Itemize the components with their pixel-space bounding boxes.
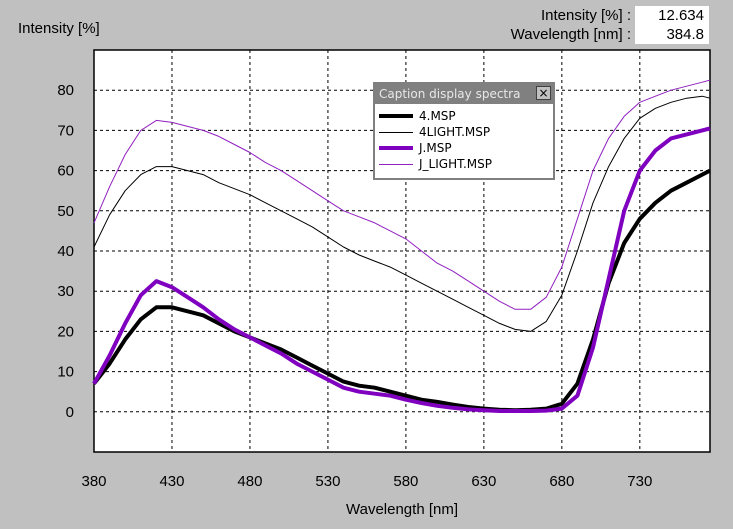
y-tick-label: 0 <box>66 404 74 421</box>
intensity-readout-label: Intensity [%] : <box>540 7 631 24</box>
legend-item: 4.MSP <box>379 108 553 124</box>
series-line-j-msp <box>92 126 711 413</box>
caption-window-title: Caption display spectra <box>379 87 521 101</box>
legend-swatch <box>379 146 413 150</box>
x-tick-label: 680 <box>549 473 574 490</box>
x-tick-label: 580 <box>393 473 418 490</box>
y-axis-label: Intensity [%] <box>18 20 100 37</box>
legend-label: 4.MSP <box>419 109 456 123</box>
y-tick-label: 50 <box>57 203 74 220</box>
legend-swatch <box>379 163 413 165</box>
series-line-4light-msp <box>93 95 711 332</box>
x-tick-label: 430 <box>159 473 184 490</box>
x-tick-label: 630 <box>471 473 496 490</box>
wavelength-readout-value: 384.8 <box>635 25 709 44</box>
legend-label: J_LIGHT.MSP <box>419 157 493 171</box>
y-tick-label: 30 <box>57 283 74 300</box>
y-tick-label: 80 <box>57 82 74 99</box>
x-tick-label: 730 <box>627 473 652 490</box>
wavelength-readout-label: Wavelength [nm] : <box>510 26 631 43</box>
legend-label: J.MSP <box>419 141 452 155</box>
legend-swatch <box>379 131 413 133</box>
y-tick-label: 70 <box>57 122 74 139</box>
x-tick-label: 480 <box>237 473 262 490</box>
y-axis-ticks: 0 10 20 30 40 50 60 70 80 <box>57 82 74 421</box>
series-line-4-msp <box>92 168 711 413</box>
legend-item: J_LIGHT.MSP <box>379 156 553 172</box>
legend-item: J.MSP <box>379 140 553 156</box>
series-group <box>92 79 711 413</box>
y-tick-label: 60 <box>57 163 74 180</box>
intensity-readout-value: 12.634 <box>635 6 709 25</box>
y-tick-label: 20 <box>57 323 74 340</box>
series-line-j-light-msp <box>93 79 711 310</box>
caption-window[interactable]: Caption display spectra × 4.MSP 4LIGHT.M… <box>373 82 555 180</box>
x-tick-label: 380 <box>81 473 106 490</box>
close-icon[interactable]: × <box>536 86 551 100</box>
x-tick-label: 530 <box>315 473 340 490</box>
x-axis-ticks: 380 430 480 530 580 630 680 730 <box>81 473 652 490</box>
legend-swatch <box>379 114 413 118</box>
legend-item: 4LIGHT.MSP <box>379 124 553 140</box>
x-axis-label: Wavelength [nm] <box>346 501 458 518</box>
caption-window-titlebar[interactable]: Caption display spectra × <box>375 84 553 104</box>
cursor-readout: Intensity [%] : 12.634 Wavelength [nm] :… <box>511 6 709 44</box>
legend-label: 4LIGHT.MSP <box>419 125 491 139</box>
y-tick-label: 40 <box>57 243 74 260</box>
y-tick-label: 10 <box>57 364 74 381</box>
